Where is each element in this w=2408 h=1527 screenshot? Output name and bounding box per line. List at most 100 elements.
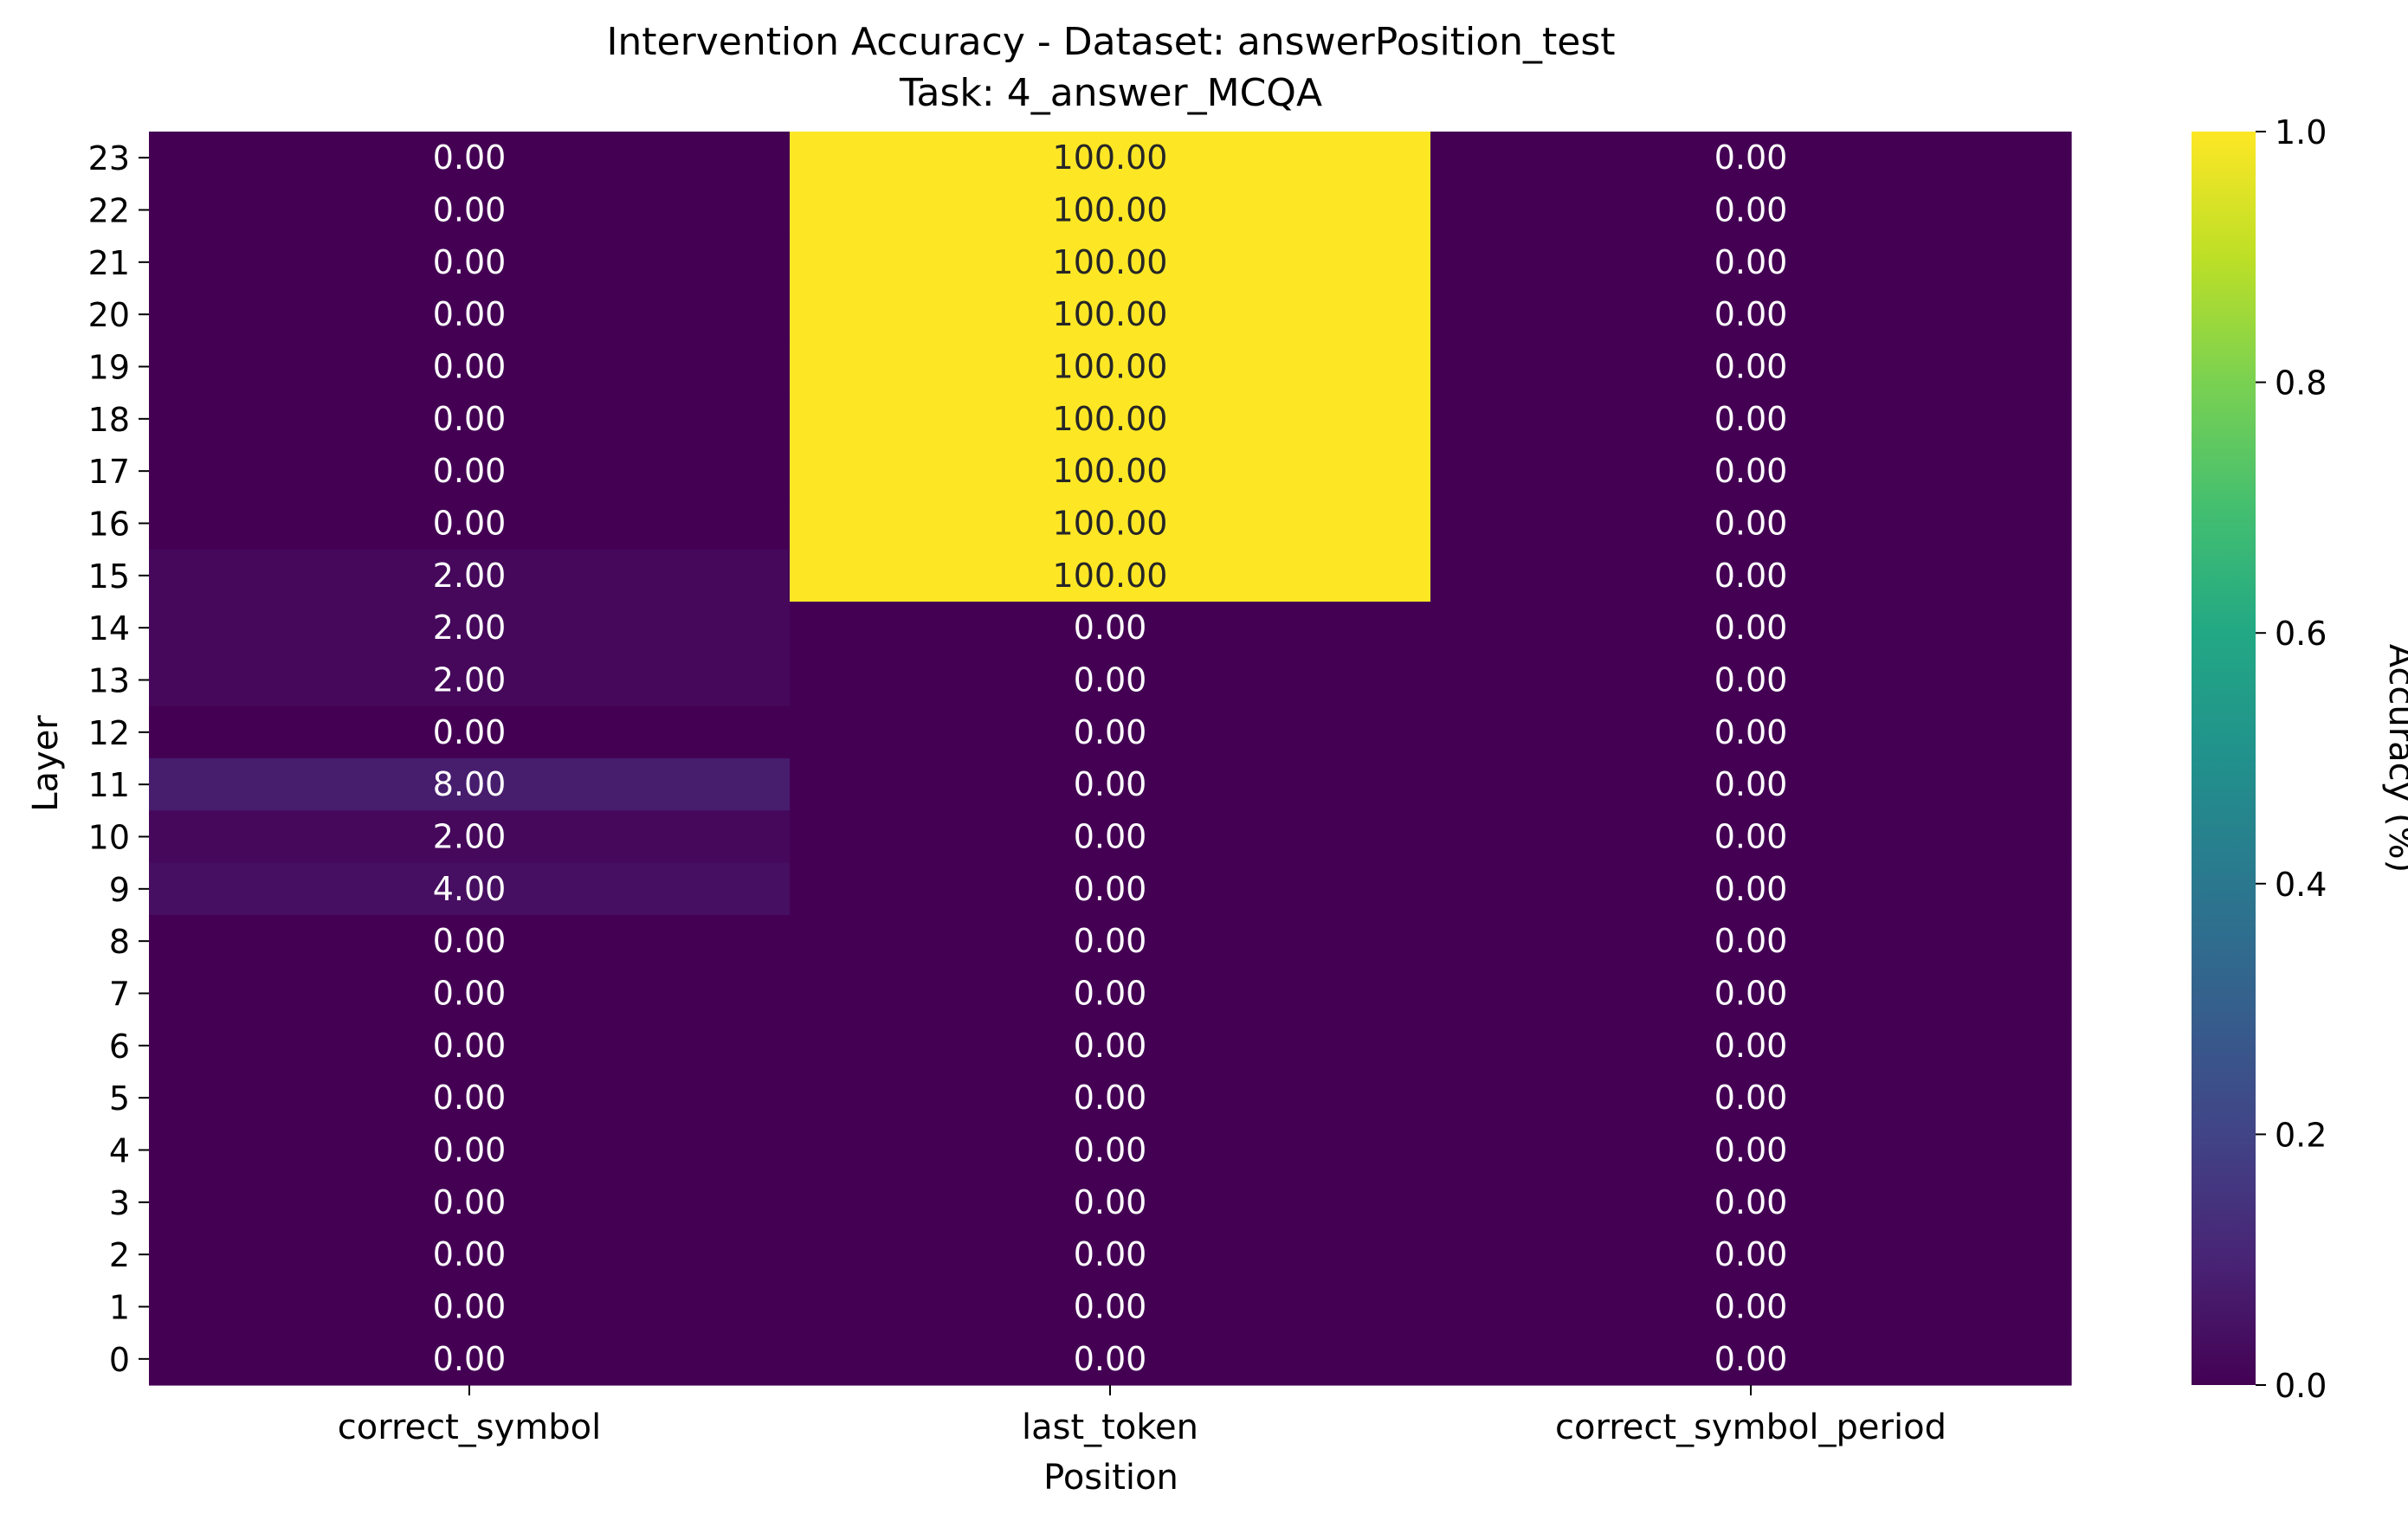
cell-value-label: 0.00 [433,295,507,333]
heatmap-cell [790,654,1431,707]
y-tick-label: 19 [88,349,130,387]
heatmap-cell [1430,758,2072,811]
cell-value-label: 0.00 [433,348,507,386]
cell-value-label: 0.00 [1074,975,1147,1013]
cell-value-label: 0.00 [1074,922,1147,960]
cell-value-label: 0.00 [1714,818,1788,856]
cell-value-label: 4.00 [433,870,507,908]
heatmap-cell [1430,288,2072,341]
cell-value-label: 0.00 [1714,713,1788,751]
heatmap-cell [149,340,791,394]
cell-value-label: 0.00 [1714,975,1788,1013]
heatmap-cell [149,915,791,968]
cell-value-label: 0.00 [1074,1131,1147,1169]
cell-value-label: 0.00 [1714,1027,1788,1065]
heatmap-cell [149,602,791,654]
heatmap-cell [149,392,791,446]
heatmap-cell [149,184,791,237]
y-tick-label: 2 [109,1236,130,1274]
heatmap-cell [790,1072,1431,1124]
heatmap-cell [790,602,1431,654]
y-tick-label: 15 [88,557,130,596]
cell-value-label: 0.00 [1074,1027,1147,1065]
heatmap-cell [790,706,1431,759]
cell-value-label: 0.00 [433,1235,507,1273]
heatmap-cell [790,810,1431,864]
heatmap-cell [1430,1280,2072,1334]
cell-value-label: 0.00 [1074,765,1147,803]
cell-value-label: 0.00 [1714,557,1788,595]
heatmap-cell [149,1019,791,1073]
x-tick-label: correct_symbol_period [1555,1408,1946,1447]
cell-value-label: 0.00 [1074,870,1147,908]
heatmap-cell [790,288,1431,341]
cell-value-label: 0.00 [1714,1288,1788,1326]
cell-value-label: 0.00 [433,1288,507,1326]
heatmap-cell [149,1332,791,1386]
cell-value-label: 0.00 [433,1183,507,1221]
cell-value-label: 0.00 [433,452,507,490]
heatmap-cell [1430,915,2072,968]
cell-value-label: 0.00 [1714,452,1788,490]
cell-value-label: 0.00 [1714,1131,1788,1169]
heatmap-cell [790,1332,1431,1386]
cell-value-label: 0.00 [1074,1340,1147,1378]
y-tick-label: 23 [88,139,130,177]
heatmap-cell [790,1228,1431,1281]
heatmap-cell [1430,1124,2072,1177]
heatmap-cell [1430,340,2072,394]
y-tick-label: 13 [88,662,130,700]
heatmap-cell [790,1124,1431,1177]
heatmap-cell [1430,602,2072,654]
heatmap-cell [149,235,791,289]
cell-value-label: 0.00 [1714,400,1788,438]
heatmap-cell [790,1280,1431,1334]
cell-value-label: 0.00 [1714,1079,1788,1117]
cell-value-label: 0.00 [433,922,507,960]
cell-value-label: 2.00 [433,609,507,647]
heatmap-cell [149,445,791,498]
cell-value-label: 0.00 [433,243,507,281]
cell-value-label: 0.00 [1074,818,1147,856]
colorbar-ticks: 0.0 0.2 0.4 0.6 0.8 1.0 [2256,113,2327,1405]
cell-value-label: 0.00 [1714,922,1788,960]
heatmap-cell [790,132,1431,184]
heatmap-cell [149,654,791,707]
heatmap-cell [790,915,1431,968]
y-axis-label: Layer [26,715,66,812]
y-tick-label: 0 [109,1341,130,1379]
heatmap-cell [1430,810,2072,864]
heatmap-cell [149,1124,791,1177]
cell-value-label: 8.00 [433,765,507,803]
cell-value-label: 0.00 [433,139,507,177]
heatmap-cell [790,184,1431,237]
y-tick-label: 16 [88,506,130,544]
cell-value-label: 0.00 [1074,1079,1147,1117]
cell-value-label: 0.00 [1074,609,1147,647]
heatmap-cell [1430,706,2072,759]
heatmap-cell [149,706,791,759]
cell-value-label: 0.00 [1714,1183,1788,1221]
cell-value-label: 100.00 [1053,505,1168,543]
cell-value-label: 100.00 [1053,243,1168,281]
cell-value-label: 0.00 [1714,243,1788,281]
heatmap-cell [790,862,1431,916]
heatmap-cell [790,497,1431,551]
y-tick-label: 9 [109,871,130,909]
heatmap-cell [149,1228,791,1281]
heatmap-cell [1430,1228,2072,1281]
heatmap-cell [149,967,791,1021]
cell-value-label: 100.00 [1053,191,1168,229]
heatmap-cell [149,1176,791,1229]
heatmap-cell [149,497,791,551]
cell-value-label: 2.00 [433,557,507,595]
cell-value-label: 0.00 [1074,1288,1147,1326]
heatmap-cell [790,758,1431,811]
heatmap-cell [1430,497,2072,551]
colorbar-tick-label: 1.0 [2275,113,2327,151]
cell-value-label: 0.00 [1714,1340,1788,1378]
y-tick-label: 10 [88,819,130,857]
y-tick-label: 12 [88,714,130,752]
